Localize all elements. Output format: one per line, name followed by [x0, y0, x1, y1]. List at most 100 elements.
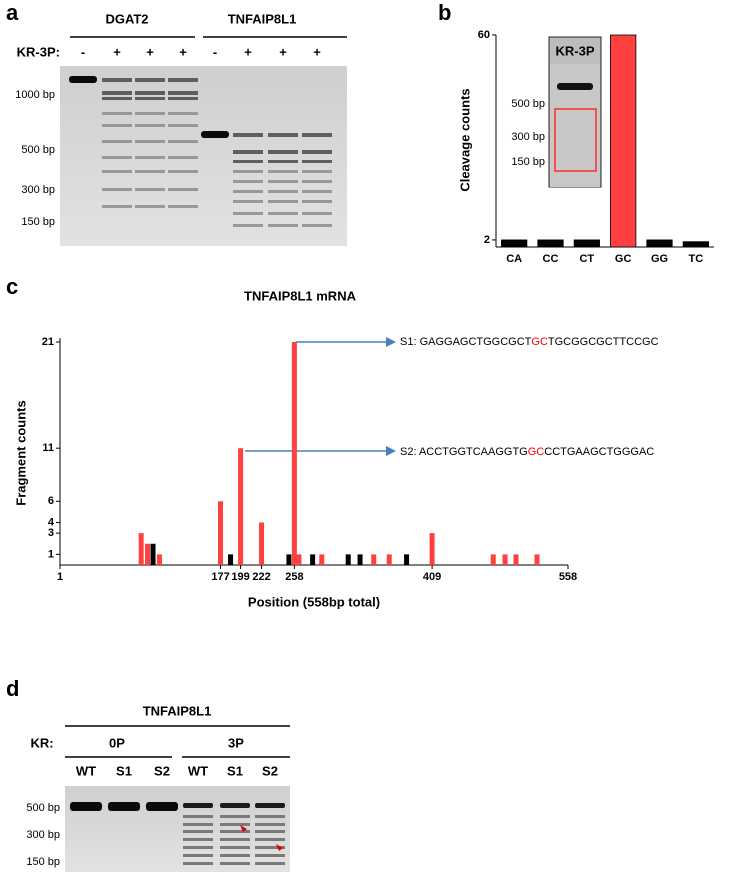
gel-band [102, 97, 132, 100]
gel-band [135, 140, 165, 143]
gel-band [168, 112, 198, 115]
annotation: S1: GAGGAGCTGGCGCTGCTGCGGCGCTTCCGC [400, 336, 659, 348]
gel-band [255, 862, 285, 865]
gel-band [168, 188, 198, 191]
highlight: GC [531, 336, 548, 348]
marker-label: 150 bp [21, 216, 55, 228]
y-axis-label: Fragment counts [13, 400, 28, 505]
gel-band [268, 190, 298, 193]
y-tick-label: 4 [48, 516, 55, 528]
gel-band [220, 830, 250, 833]
lane-label: - [81, 44, 85, 59]
bar [386, 554, 392, 565]
gel-band [255, 838, 285, 841]
gel-band [102, 91, 132, 95]
gel-band [220, 862, 250, 865]
gel-band [268, 212, 298, 215]
bar [610, 34, 637, 248]
gel-band [220, 838, 250, 841]
gel-band [220, 846, 250, 849]
lane-label: WT [76, 763, 96, 778]
bar [502, 554, 508, 565]
gel-band [135, 91, 165, 95]
gel-band [302, 133, 332, 137]
lane-label: WT [188, 763, 208, 778]
gel-band [168, 91, 198, 95]
gel-band [302, 212, 332, 215]
lane-label: S2 [262, 763, 278, 778]
gel-band [557, 83, 593, 90]
gel-band [255, 803, 285, 808]
lane-label: - [213, 44, 217, 59]
bar [138, 533, 144, 565]
group-label: 3P [228, 735, 244, 750]
arrow-head [386, 446, 396, 456]
gel-band [183, 838, 213, 841]
lane-label: + [113, 44, 121, 59]
x-axis-label: Position (558bp total) [248, 594, 380, 609]
gel-band [302, 150, 332, 154]
x-tick-label: 258 [285, 571, 303, 583]
arrow-mark [276, 844, 283, 851]
gel [65, 786, 290, 872]
x-tick-label: 177 [211, 571, 229, 583]
group-label: 0P [109, 735, 125, 750]
y-tick-label: 21 [42, 336, 54, 348]
highlight-box [554, 108, 597, 172]
gel-band [233, 212, 263, 215]
gel-band [233, 180, 263, 183]
gel-band [183, 830, 213, 833]
gel-band [302, 190, 332, 193]
gel-band [183, 846, 213, 849]
gel-bands [69, 76, 332, 227]
panel-label: a [6, 0, 19, 25]
chart-title: TNFAIP8L1 mRNA [244, 288, 357, 303]
gel-band [102, 140, 132, 143]
y-tick-label: 1 [48, 548, 54, 560]
gel-band [102, 188, 132, 191]
bar [228, 554, 234, 565]
gel-band [201, 131, 229, 138]
lane-label: + [244, 44, 252, 59]
arrow-head [386, 337, 396, 347]
gel-band [183, 803, 213, 808]
gel-bands [70, 802, 285, 865]
bar [682, 241, 709, 248]
gel-band [268, 150, 298, 154]
annotation: S2: ACCTGGTCAAGGTGGCCCTGAAGCTGGGAC [400, 446, 654, 458]
gel-lane [550, 64, 600, 187]
marker-label: 150 bp [511, 156, 545, 168]
bar [513, 554, 519, 565]
marker-label: 500 bp [21, 144, 55, 156]
marker-label: 300 bp [511, 131, 545, 143]
gel-band [220, 815, 250, 818]
gel-band [135, 97, 165, 100]
bar [429, 533, 435, 565]
treatment-label: KR-3P: [17, 44, 60, 59]
x-tick-label: 222 [252, 571, 270, 583]
gel-band [268, 180, 298, 183]
lane-label: + [179, 44, 187, 59]
marker-label: 500 bp [511, 98, 545, 110]
gel-band [168, 140, 198, 143]
gel-band [135, 205, 165, 208]
bar [319, 554, 325, 565]
gel-title: TNFAIP8L1 [143, 703, 212, 718]
x-tick-label: GC [615, 253, 632, 265]
bar [404, 554, 410, 565]
gel-band [268, 160, 298, 163]
y-tick-label: 2 [484, 234, 490, 246]
gel-band [220, 803, 250, 808]
gel-band [302, 180, 332, 183]
highlight: GC [528, 446, 545, 458]
gel-band [135, 112, 165, 115]
gel-band [135, 188, 165, 191]
gel-band [233, 170, 263, 173]
gel-band [255, 854, 285, 857]
bar [490, 554, 496, 565]
lane-label: + [313, 44, 321, 59]
bar [345, 554, 351, 565]
lane-label: S1 [116, 763, 132, 778]
gel-band [69, 76, 97, 83]
bar [501, 239, 528, 248]
